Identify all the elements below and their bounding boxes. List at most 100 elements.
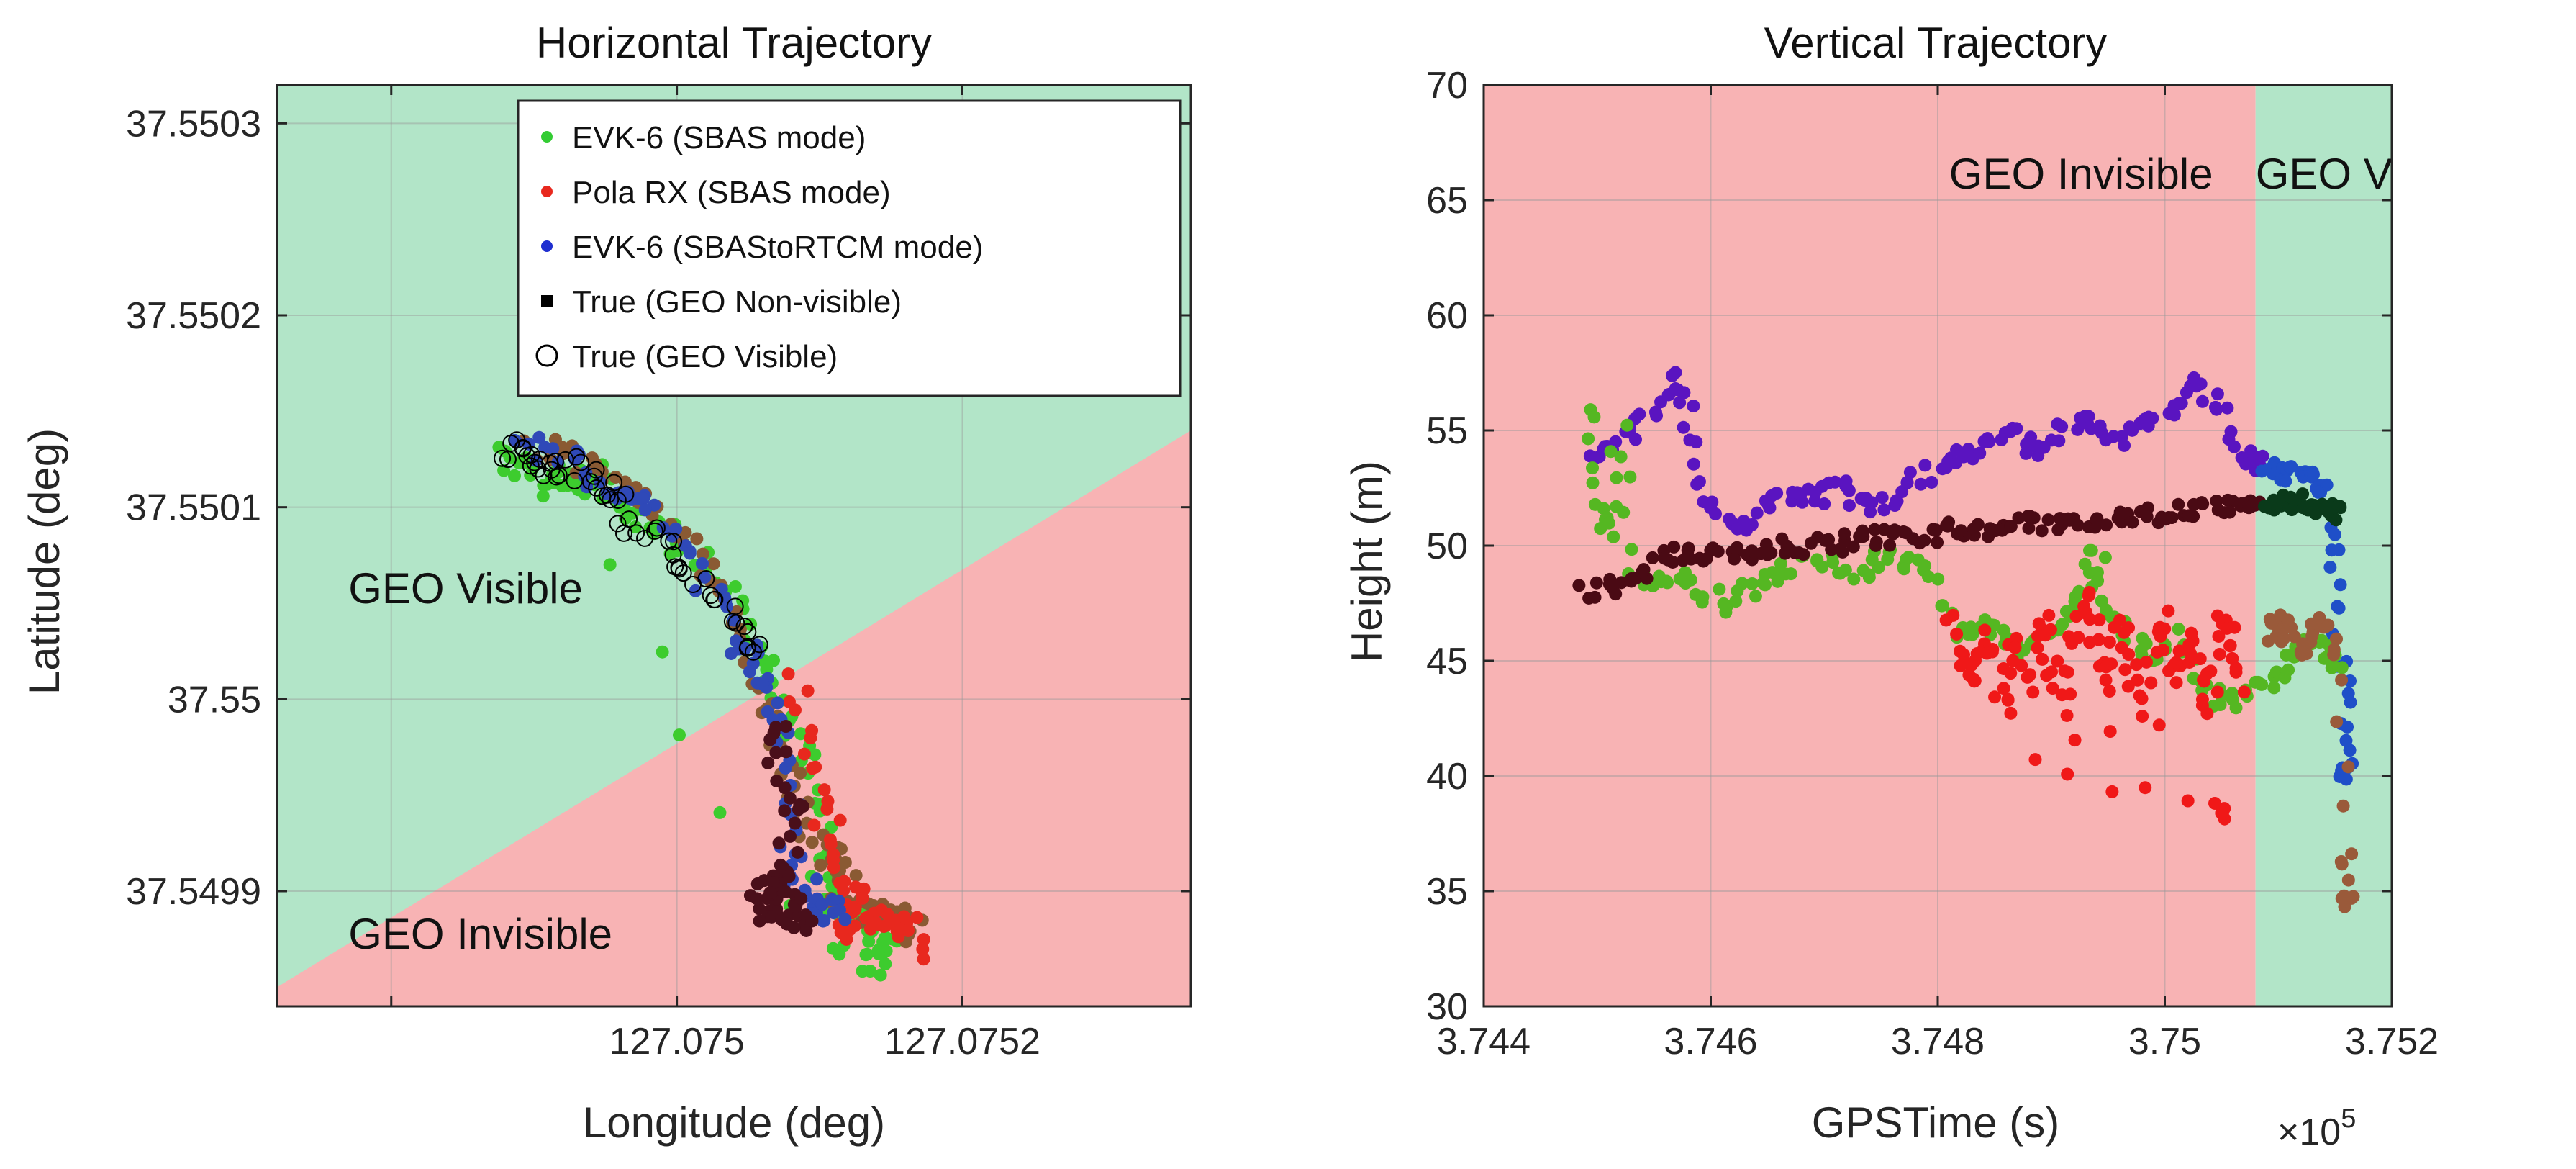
data-point	[2172, 644, 2186, 658]
data-point	[522, 457, 540, 475]
data-point	[799, 924, 813, 937]
chart-title: Vertical Trajectory	[1764, 19, 2108, 67]
data-point	[2210, 402, 2223, 416]
data-point	[2344, 695, 2357, 709]
data-point	[917, 952, 930, 966]
series-4	[2262, 608, 2360, 913]
data-point	[2194, 377, 2208, 391]
data-point	[1822, 476, 1836, 489]
data-point	[809, 760, 822, 774]
data-point	[1914, 477, 1928, 491]
data-point	[2242, 500, 2256, 514]
data-point	[1673, 396, 1687, 410]
data-point	[1846, 540, 1860, 554]
data-point	[2330, 632, 2344, 646]
data-point	[743, 665, 756, 679]
x-axis-label: GPSTime (s)	[1812, 1098, 2059, 1147]
data-point	[2140, 510, 2154, 523]
region-label: GEO Invisible	[348, 910, 612, 958]
y-tick-label: 37.5501	[126, 487, 261, 529]
data-point	[1810, 554, 1824, 568]
data-point	[672, 728, 686, 742]
horizontal-trajectory-chart: Horizontal Trajectory Longitude (deg) La…	[20, 19, 1192, 1147]
data-point	[609, 515, 627, 533]
y-tick-label: 37.55	[168, 679, 261, 721]
data-point	[2339, 734, 2353, 747]
data-point	[2144, 676, 2158, 690]
data-point	[2335, 673, 2349, 687]
data-point	[2022, 521, 2036, 535]
data-point	[783, 791, 797, 805]
data-point	[2212, 629, 2226, 643]
data-point	[1925, 475, 1938, 489]
data-point	[2122, 648, 2136, 662]
data-point	[638, 503, 652, 517]
data-point	[2103, 635, 2116, 649]
y-tick-label: 37.5499	[126, 871, 261, 913]
legend-label: EVK-6 (SBAStoRTCM mode)	[572, 230, 983, 265]
data-point	[713, 805, 727, 819]
x-tick-label: 3.746	[1664, 1021, 1757, 1062]
data-point	[2341, 720, 2354, 734]
data-point	[2345, 847, 2359, 861]
legend-entry: True (GEO Visible)	[535, 339, 838, 374]
data-point	[1978, 623, 1992, 637]
data-point	[805, 723, 819, 737]
data-point	[1843, 499, 1856, 513]
data-point	[1875, 491, 1889, 505]
series-4	[743, 719, 819, 937]
data-point	[910, 911, 924, 924]
data-point	[1586, 476, 1600, 489]
data-point	[1758, 567, 1772, 581]
x-tick-label: 3.75	[2128, 1021, 2201, 1062]
data-point	[787, 921, 801, 934]
data-point	[1997, 682, 2010, 695]
data-point	[750, 877, 764, 890]
y-axis-label: Latitude (deg)	[20, 428, 68, 695]
data-point	[629, 520, 643, 534]
data-point	[2325, 543, 2339, 557]
data-point	[2113, 613, 2126, 627]
data-point	[824, 837, 838, 851]
data-point	[665, 533, 683, 551]
data-point	[837, 884, 851, 898]
data-point	[778, 781, 792, 795]
data-point	[2051, 654, 2064, 668]
data-point	[1913, 536, 1927, 550]
data-point	[1900, 476, 1914, 489]
data-point	[2283, 460, 2297, 474]
data-point	[2032, 617, 2046, 631]
data-point	[1620, 418, 1634, 432]
data-point	[2078, 557, 2092, 571]
data-point	[872, 947, 886, 960]
data-point	[698, 570, 712, 584]
data-point	[587, 461, 605, 479]
series-2	[781, 667, 930, 966]
data-point	[1784, 567, 1797, 581]
legend-marker	[541, 186, 553, 197]
data-point	[1988, 690, 2002, 704]
data-point	[524, 469, 538, 482]
data-point	[689, 584, 702, 597]
data-point	[702, 587, 720, 605]
data-point	[2200, 707, 2214, 721]
data-point	[2105, 657, 2118, 671]
data-point	[2172, 622, 2185, 636]
legend-marker	[541, 240, 553, 252]
data-point	[1931, 536, 1944, 549]
data-point	[860, 947, 874, 961]
data-point	[1797, 548, 1810, 561]
data-point	[1764, 546, 1778, 560]
data-point	[2026, 685, 2040, 699]
data-point	[848, 919, 861, 933]
y-tick-label: 65	[1426, 180, 1468, 222]
data-point	[815, 898, 829, 911]
data-point	[2139, 655, 2153, 669]
data-point	[820, 802, 834, 816]
data-point	[602, 491, 620, 509]
data-point	[2083, 613, 2097, 626]
data-point	[807, 818, 821, 832]
data-point	[1818, 533, 1832, 547]
data-point	[1842, 484, 1856, 497]
data-point	[833, 813, 847, 827]
